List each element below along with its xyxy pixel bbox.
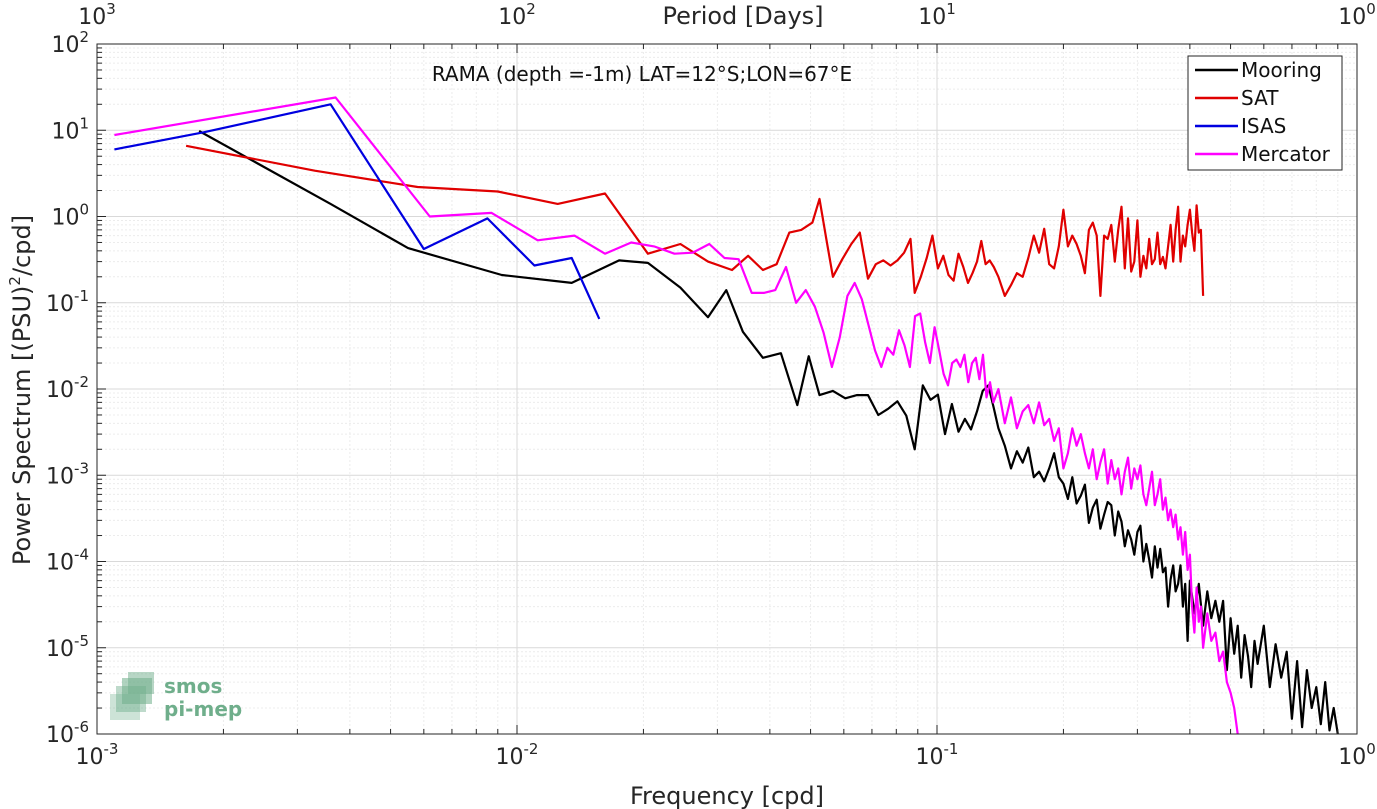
legend-label-mercator: Mercator (1241, 142, 1331, 166)
top-tick-label: 102 (498, 0, 536, 30)
logo-text-smos: smos (164, 674, 222, 698)
top-tick-label: 103 (78, 0, 116, 30)
series-line-sat (185, 144, 1205, 297)
logo-mark (110, 672, 154, 720)
axis-ticks: 10-3 10-2 10-1 100 10-6 10-5 10-4 10-3 10-2 10-1 1… (46, 0, 1376, 770)
legend-label-mooring: Mooring (1241, 58, 1322, 82)
smos-pimep-logo: smos pi-mep (110, 672, 242, 721)
y-axis-label: Power Spectrum [(PSU)2/cpd] (6, 215, 36, 565)
y-axis-label-sup: 2 (6, 276, 24, 286)
y-tick-label: 100 (51, 201, 89, 231)
y-tick-label: 10-5 (46, 632, 89, 662)
x-tick-label: 100 (1338, 740, 1376, 770)
y-tick-label: 101 (51, 114, 89, 144)
legend-label-isas: ISAS (1241, 114, 1286, 138)
series-line-mooring (198, 130, 1339, 734)
top-tick-label: 100 (1338, 0, 1376, 30)
x-tick-label: 10-2 (496, 740, 539, 770)
legend-label-sat: SAT (1241, 86, 1279, 110)
y-tick-label: 10-1 (46, 287, 89, 317)
y-axis-label-tail: /cpd] (8, 215, 36, 276)
grid-lines (96, 43, 1358, 735)
chart-title: RAMA (depth =-1m) LAT=12°S;LON=67°E (432, 62, 852, 86)
x-tick-label: 10-3 (76, 740, 119, 770)
legend-box (1187, 55, 1343, 171)
y-tick-label: 10-3 (46, 459, 89, 489)
y-tick-label: 102 (51, 28, 89, 58)
series-line-isas (114, 103, 601, 320)
series-line-mercator (114, 96, 1239, 734)
y-tick-label: 10-2 (46, 373, 89, 403)
top-tick-label: 101 (918, 0, 956, 30)
y-axis-label-main: Power Spectrum [(PSU) (8, 286, 36, 565)
x-tick-label: 10-1 (916, 740, 959, 770)
x-axis-label: Frequency [cpd] (630, 782, 824, 809)
y-tick-label: 10-4 (46, 546, 89, 576)
y-tick-label: 10-6 (46, 718, 89, 748)
legend: Mooring SAT ISAS Mercator (1187, 55, 1343, 171)
logo-text-pimep: pi-mep (164, 697, 242, 721)
top-axis-label: Period [Days] (662, 2, 823, 30)
series-lines (114, 96, 1339, 734)
